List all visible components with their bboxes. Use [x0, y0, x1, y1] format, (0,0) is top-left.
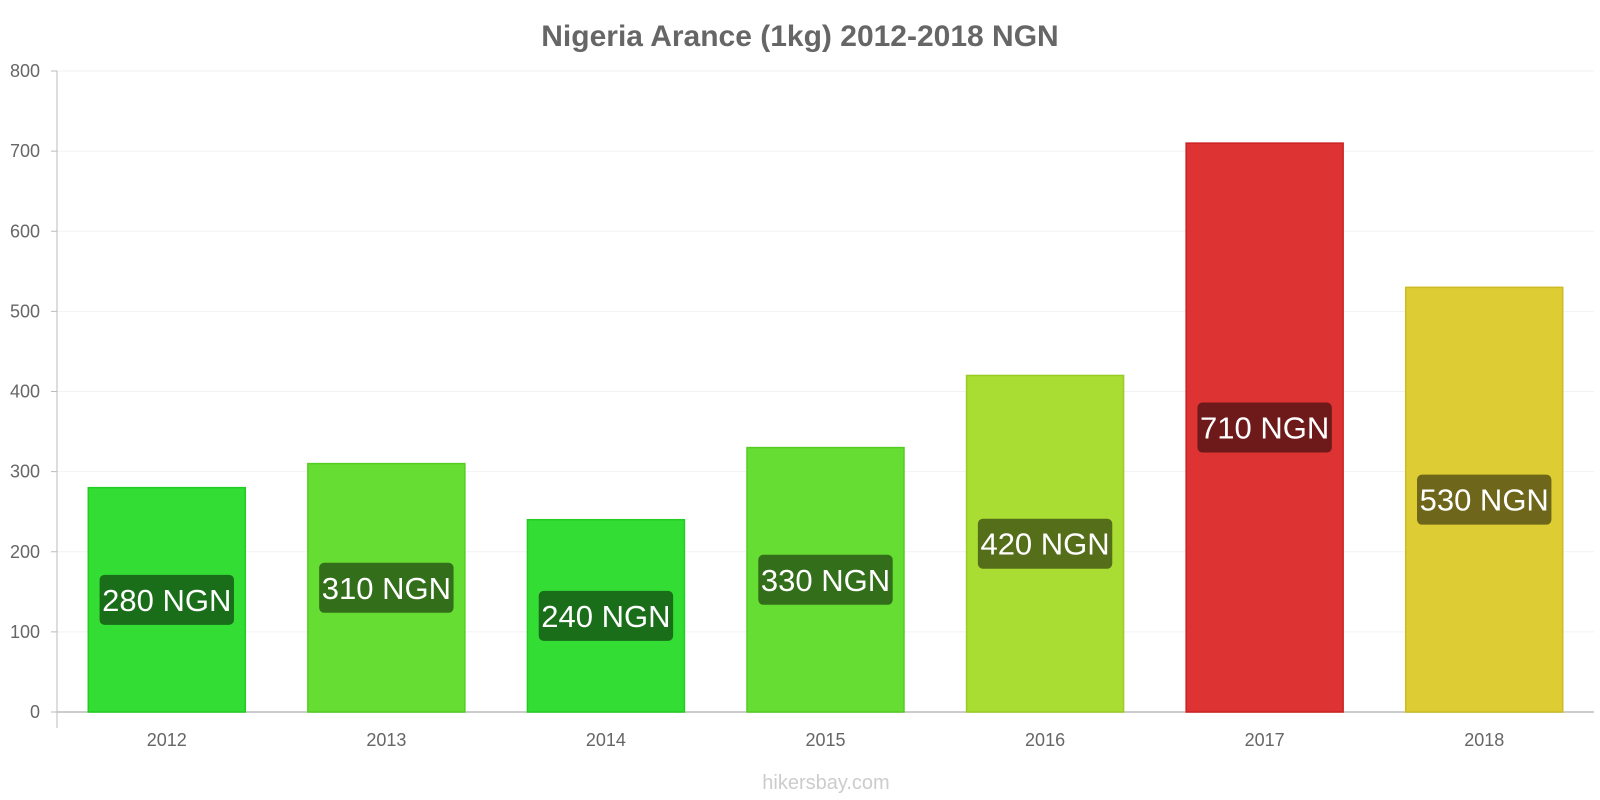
y-tick-label: 500	[10, 301, 40, 321]
data-label-box	[99, 574, 234, 625]
x-tick-label: 2014	[586, 730, 626, 750]
data-label: 280 NGN	[102, 583, 231, 618]
data-label-box	[1197, 402, 1332, 453]
x-tick-label: 2012	[147, 730, 187, 750]
data-label: 530 NGN	[1420, 483, 1549, 518]
x-tick-label: 2017	[1245, 730, 1285, 750]
y-tick-label: 100	[10, 622, 40, 642]
x-tick-label: 2013	[366, 730, 406, 750]
y-tick-label: 600	[10, 221, 40, 241]
source-footer: hikersbay.com	[762, 772, 889, 794]
data-label: 310 NGN	[322, 571, 451, 606]
y-tick-label: 0	[30, 702, 40, 722]
x-tick-label: 2018	[1464, 730, 1504, 750]
data-labels: 280 NGN 310 NGN 240 NGN 330 NGN 420 NGN 710 N…	[99, 402, 1552, 641]
data-label-box	[1417, 474, 1552, 525]
data-label: 330 NGN	[761, 563, 890, 598]
y-tick-label: 300	[10, 462, 40, 482]
data-label-box	[758, 554, 893, 605]
y-tick-label: 400	[10, 382, 40, 402]
y-tick-label: 200	[10, 542, 40, 562]
bars	[87, 142, 1564, 713]
x-tick-label: 2015	[805, 730, 845, 750]
data-label: 710 NGN	[1200, 411, 1329, 446]
data-label-box	[538, 590, 674, 641]
data-label-box	[319, 562, 454, 613]
data-label: 240 NGN	[541, 599, 670, 634]
x-tick-label: 2016	[1025, 730, 1065, 750]
y-tick-labels: 0 100 200 300 400 500 600 700 800	[10, 61, 40, 722]
chart-title: Nigeria Arance (1kg) 2012-2018 NGN	[541, 20, 1058, 53]
data-label-box	[977, 518, 1113, 569]
y-tick-label: 700	[10, 141, 40, 161]
data-label: 420 NGN	[980, 527, 1109, 562]
y-tick-label: 800	[10, 61, 40, 81]
x-tick-labels: 2012 2013 2014 2015 2016 2017 2018	[147, 730, 1504, 750]
